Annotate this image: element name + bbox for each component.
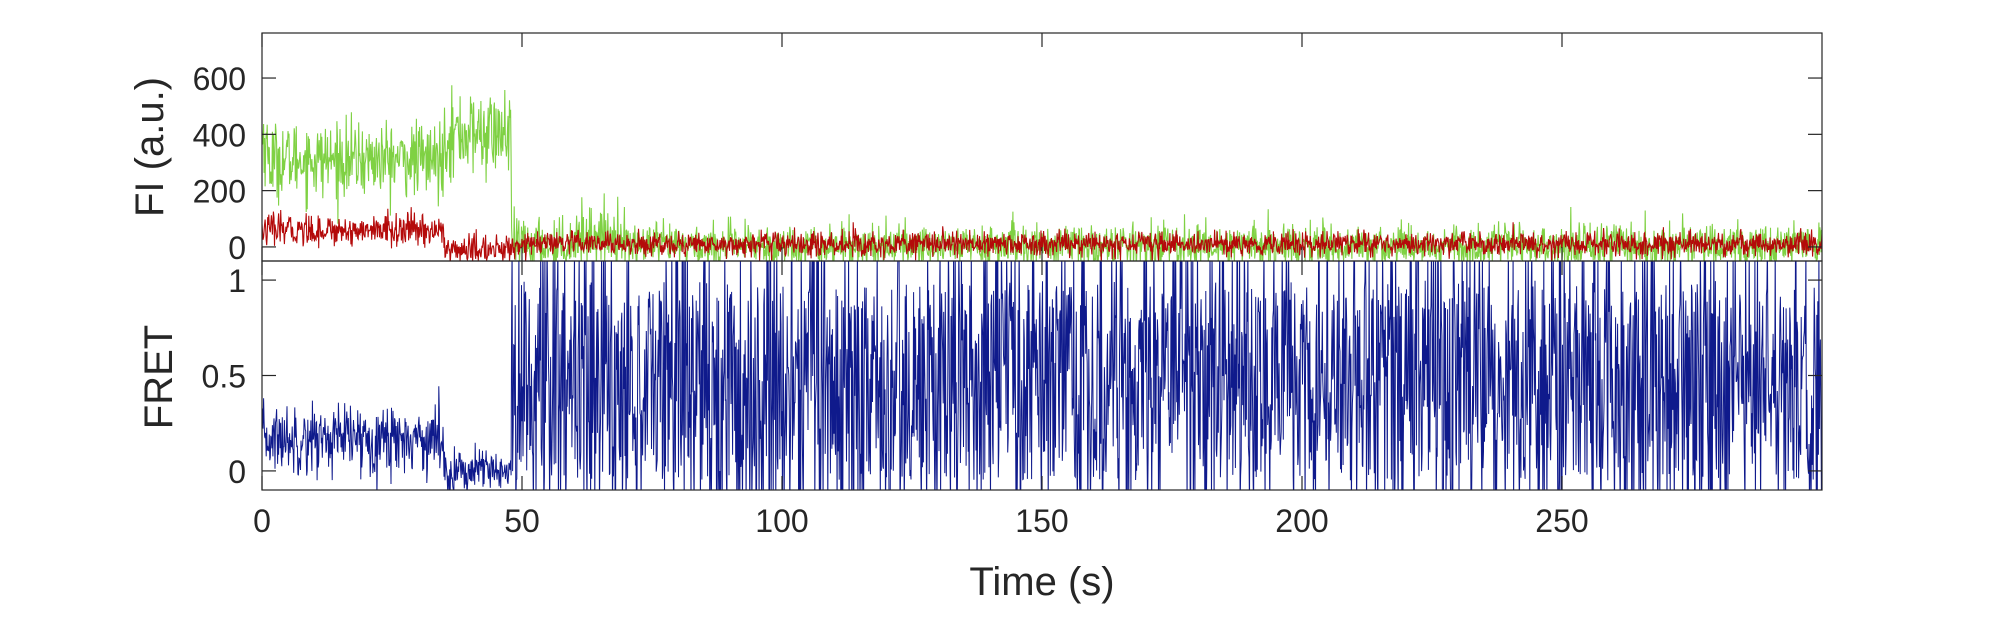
intensity-y-tick-label: 400 (193, 117, 246, 153)
intensity-y-axis-label: FI (a.u.) (128, 77, 172, 217)
fret-x-tick-label: 100 (755, 503, 808, 539)
fret-x-tick-label: 50 (504, 503, 540, 539)
intensity-y-tick-label: 0 (228, 230, 246, 266)
fret-y-tick-label: 0.5 (202, 359, 246, 395)
time-x-axis-label: Time (s) (969, 560, 1114, 604)
fret-y-axis-label: FRET (137, 325, 181, 429)
intensity-y-tick-label: 200 (193, 174, 246, 210)
fret-x-tick-label: 200 (1275, 503, 1328, 539)
fret-series-0-line (262, 261, 1822, 490)
fret-y-tick-label: 1 (228, 263, 246, 299)
intensity-panel: 0 200 400 600 FI (a.u.) (128, 32, 1823, 266)
fret-plot-area (262, 261, 1822, 490)
fret-x-tick-label: 250 (1535, 503, 1588, 539)
fret-y-tick-label: 0 (228, 454, 246, 490)
intensity-y-ticks: 0 200 400 600 (193, 61, 1822, 266)
fret-x-tick-label: 0 (253, 503, 271, 539)
fret-y-ticks: 00.51 (202, 263, 1822, 490)
fret-panel: 00.51 0 50 100 150 200 250 FRET Time (s) (137, 260, 1823, 604)
intensity-y-tick-label: 600 (193, 61, 246, 97)
fret-x-ticks: 0 50 100 150 200 250 (253, 261, 1589, 539)
intensity-x-ticks (261, 33, 1563, 261)
fret-x-tick-label: 150 (1015, 503, 1068, 539)
